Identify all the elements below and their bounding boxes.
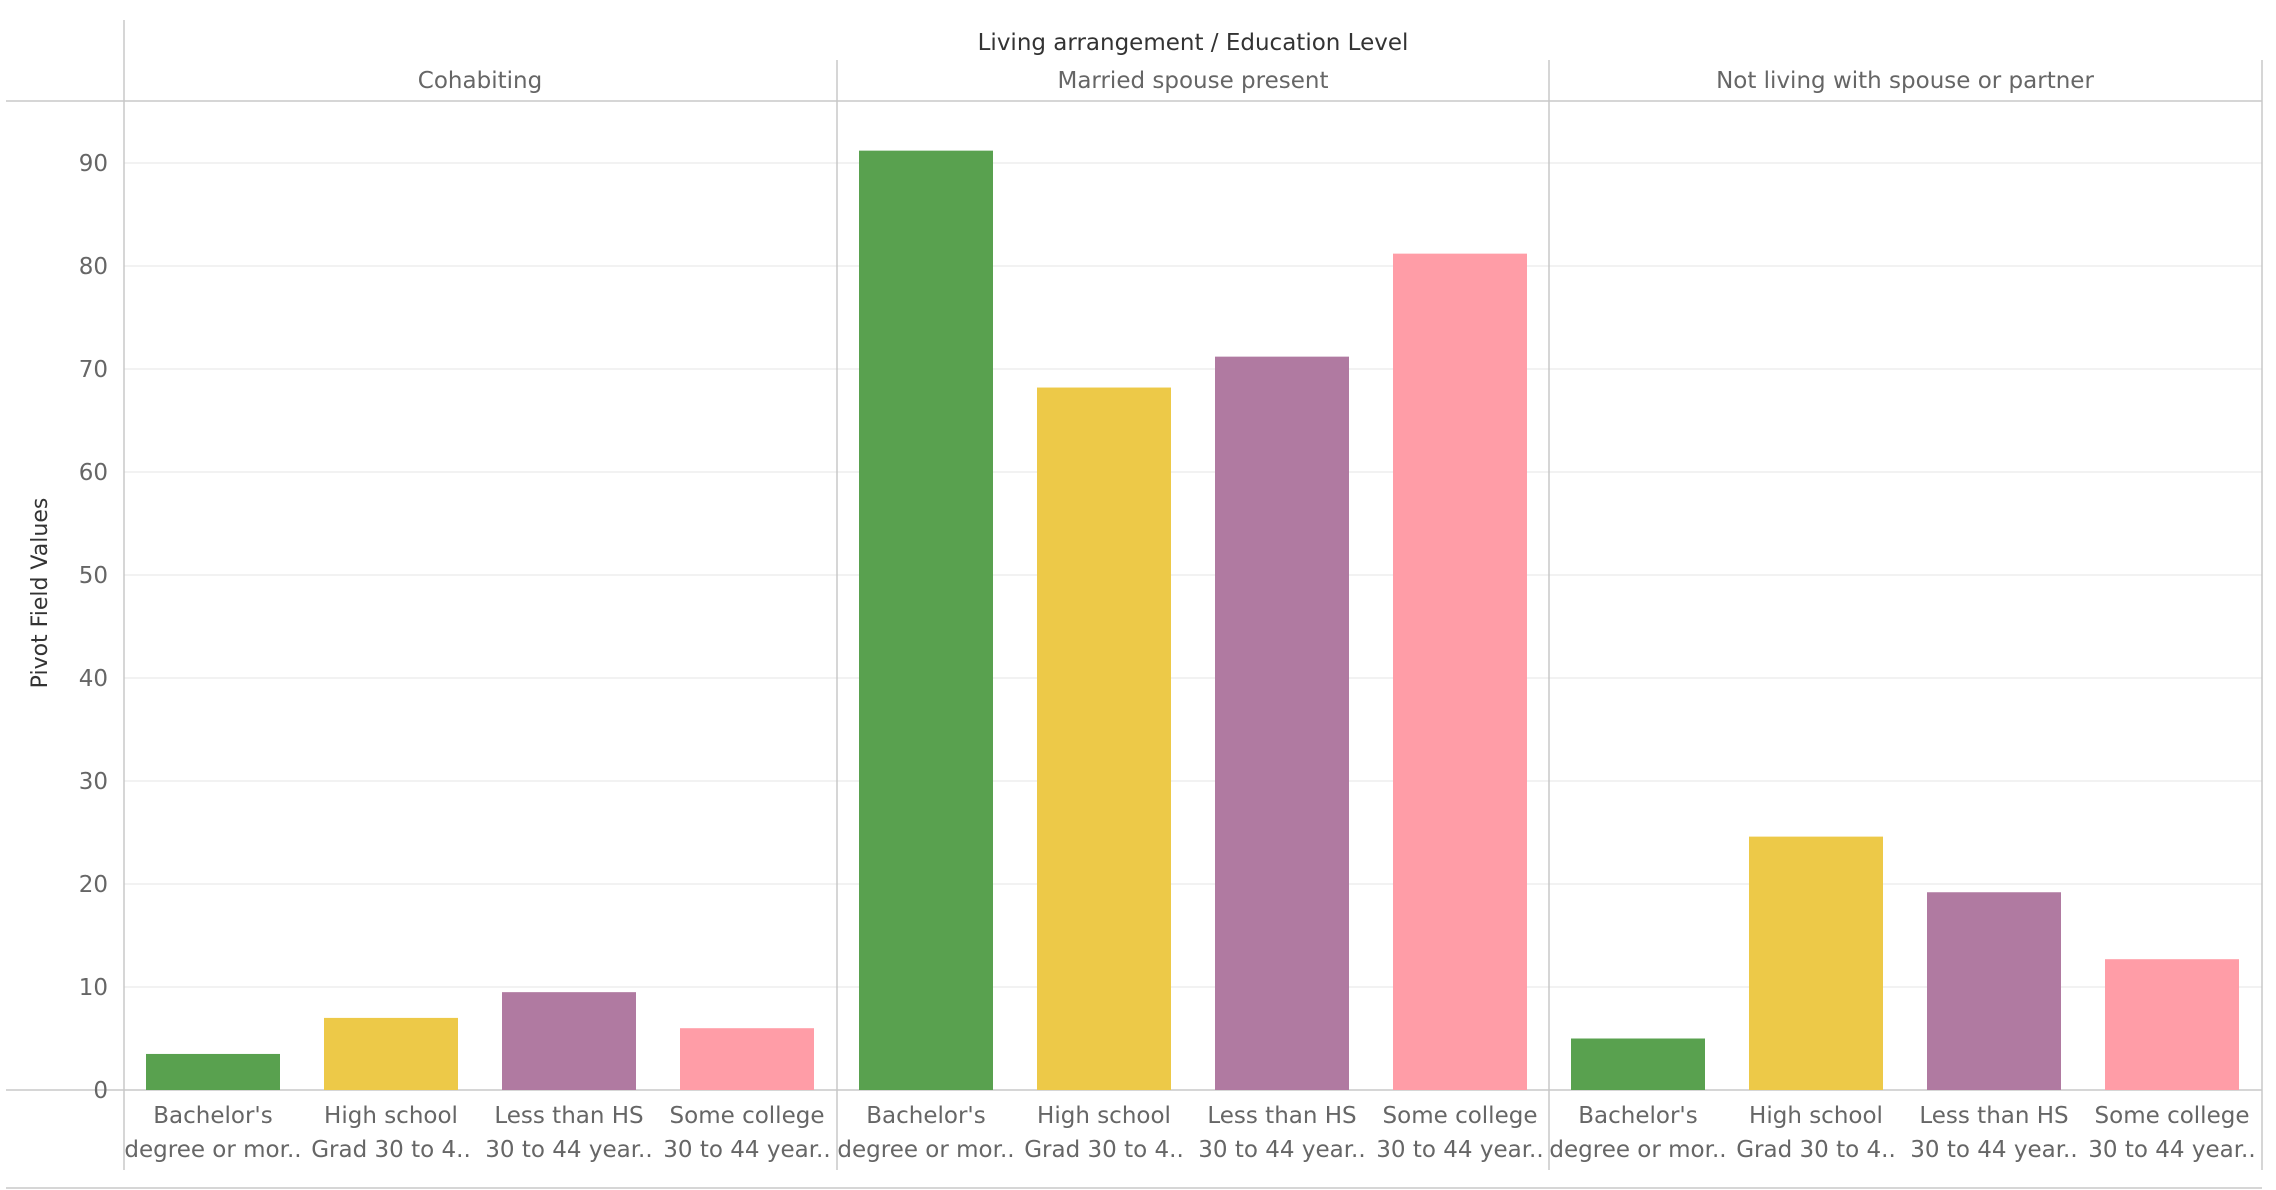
y-tick-label: 70 [79, 357, 108, 383]
category-label: 30 to 44 year.. [1198, 1137, 1365, 1163]
bar [146, 1053, 280, 1090]
y-tick-label: 10 [79, 975, 108, 1001]
category-label: Some college [2095, 1103, 2250, 1129]
y-tick-label: 60 [79, 460, 108, 486]
category-label: degree or mor.. [1549, 1137, 1726, 1163]
y-axis-title: Pivot Field Values [28, 498, 53, 689]
y-tick-label: 0 [93, 1078, 108, 1104]
y-axis-ticks: 0 10 20 30 40 50 60 70 80 90 [79, 151, 108, 1104]
bar [680, 1028, 814, 1090]
bar [1393, 253, 1527, 1090]
panel-labels: Cohabiting Married spouse present Not livi… [418, 68, 2095, 94]
category-label: High school [324, 1103, 458, 1129]
bars [146, 150, 2239, 1090]
category-label: Bachelor's [1578, 1103, 1697, 1129]
category-label: Grad 30 to 4.. [1736, 1137, 1896, 1163]
panel-dividers [6, 20, 2263, 1189]
bar [1571, 1038, 1705, 1090]
bar [1749, 836, 1883, 1090]
gridlines [124, 162, 2262, 988]
category-label: Less than HS [1919, 1103, 2068, 1129]
bar [502, 992, 636, 1090]
category-label: 30 to 44 year.. [1910, 1137, 2077, 1163]
category-label: High school [1749, 1103, 1883, 1129]
bar [1927, 892, 2061, 1090]
category-label: 30 to 44 year.. [1376, 1137, 1543, 1163]
category-label: Some college [1383, 1103, 1538, 1129]
y-tick-label: 30 [79, 769, 108, 795]
category-label: Grad 30 to 4.. [311, 1137, 471, 1163]
category-label: 30 to 44 year.. [2088, 1137, 2255, 1163]
category-label: 30 to 44 year.. [663, 1137, 830, 1163]
category-label: Less than HS [494, 1103, 643, 1129]
bar [324, 1017, 458, 1090]
category-label: Grad 30 to 4.. [1024, 1137, 1184, 1163]
category-label: Less than HS [1207, 1103, 1356, 1129]
bar [859, 150, 993, 1090]
panel-label: Not living with spouse or partner [1716, 68, 2094, 94]
panel-label: Married spouse present [1057, 68, 1328, 94]
category-label: degree or mor.. [837, 1137, 1014, 1163]
category-label: degree or mor.. [124, 1137, 301, 1163]
y-tick-label: 50 [79, 563, 108, 589]
panel-label: Cohabiting [418, 68, 542, 94]
category-label: High school [1037, 1103, 1171, 1129]
bar [1215, 356, 1349, 1090]
y-tick-label: 80 [79, 254, 108, 280]
header-title: Living arrangement / Education Level [978, 30, 1409, 56]
category-label: Bachelor's [153, 1103, 272, 1129]
category-label: Bachelor's [866, 1103, 985, 1129]
y-tick-label: 20 [79, 872, 108, 898]
bar [1037, 387, 1171, 1090]
y-tick-label: 40 [79, 666, 108, 692]
bar [2105, 959, 2239, 1090]
category-labels: Bachelor's degree or mor.. High school Grad… [124, 1103, 2255, 1163]
category-label: 30 to 44 year.. [485, 1137, 652, 1163]
category-label: Some college [670, 1103, 825, 1129]
y-tick-label: 90 [79, 151, 108, 177]
